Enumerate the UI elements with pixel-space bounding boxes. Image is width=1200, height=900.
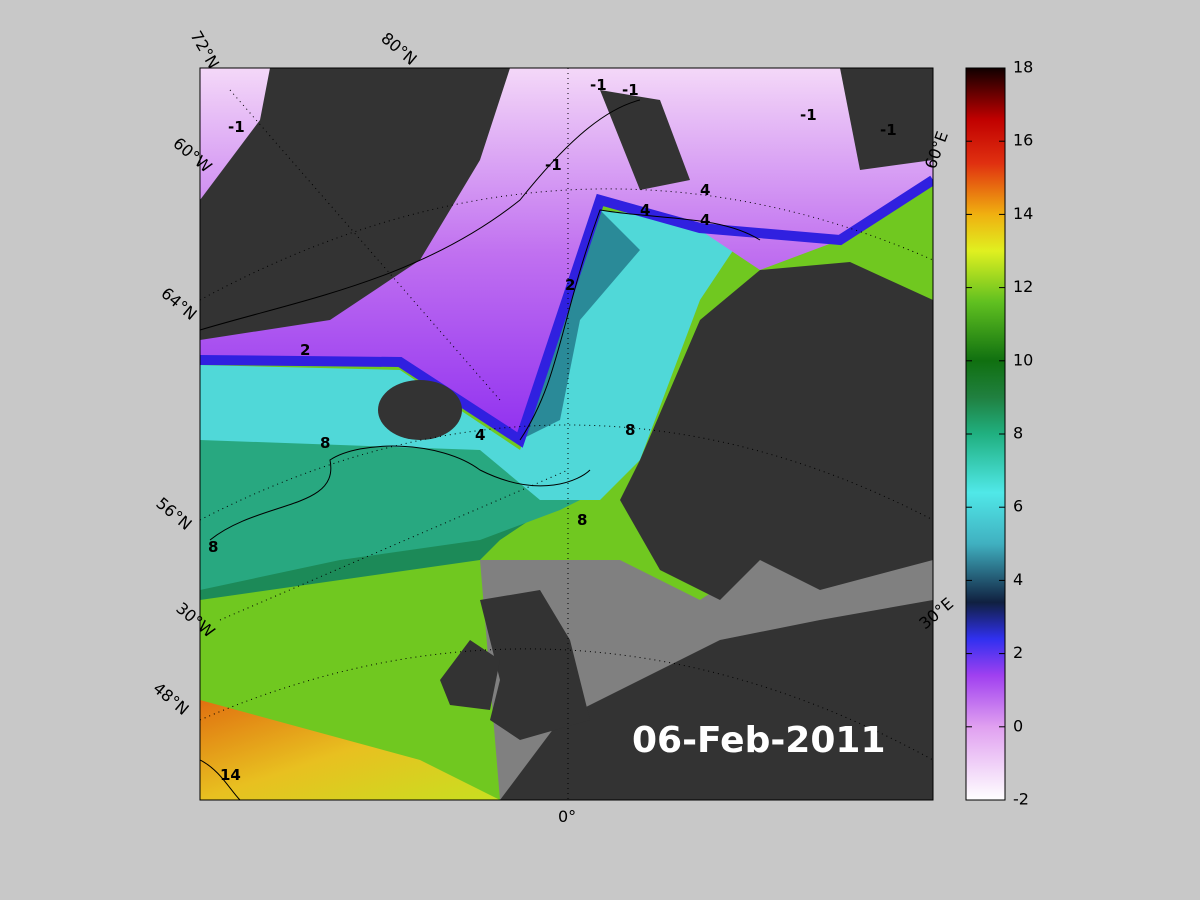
- contour-label: 4: [700, 181, 710, 199]
- parallel: [200, 188, 933, 301]
- contour-line: [200, 99, 641, 331]
- meridian: [219, 469, 569, 621]
- contour-label: -1: [590, 76, 607, 94]
- graticule-label: 80°N: [377, 29, 420, 69]
- contour-label: 4: [700, 211, 710, 229]
- contour-label: -1: [880, 121, 897, 139]
- graticule-label: 64°N: [157, 284, 200, 324]
- colorbar-tick-label: 2: [1013, 643, 1023, 662]
- colorbar-tick-label: -2: [1013, 790, 1029, 809]
- contour-label: 4: [640, 201, 650, 219]
- contour-label: 14: [220, 766, 241, 784]
- land-iceland: [378, 380, 462, 440]
- colorbar-tick-label: 10: [1013, 350, 1033, 369]
- contour-labels: -1 -1 -1 -1 -1 -1 2 2 4 4 4 4 8 8 8 8 14: [208, 76, 897, 784]
- contours: [200, 99, 761, 800]
- map-frame: [199, 67, 934, 801]
- land-svalbard: [600, 90, 690, 190]
- contour-label: -1: [545, 156, 562, 174]
- contour-label: -1: [228, 118, 245, 136]
- ocean-dark-cyan: [520, 210, 640, 440]
- land-greenland: [200, 68, 510, 340]
- graticule: [200, 68, 933, 800]
- ocean-cyan: [200, 210, 750, 500]
- contour-label: 8: [208, 538, 218, 556]
- colorbar-tick-label: 8: [1013, 424, 1023, 443]
- graticule-label: 72°N: [187, 28, 224, 72]
- land-britain: [480, 590, 590, 740]
- land-europe: [500, 600, 933, 800]
- contour-line: [209, 445, 591, 541]
- contour-label: 2: [565, 276, 575, 294]
- graticule-label: 56°N: [152, 494, 195, 534]
- colorbar-tick-label: 14: [1013, 204, 1033, 223]
- graticule-label: 48°N: [149, 679, 192, 719]
- colorbar-tick-label: 12: [1013, 277, 1033, 296]
- date-label: 06-Feb-2011: [632, 720, 886, 761]
- map-area: -1 -1 -1 -1 -1 -1 2 2 4 4 4 4 8 8 8 8 14: [200, 68, 933, 800]
- contour-label: 2: [300, 341, 310, 359]
- contour-label: 8: [577, 511, 587, 529]
- colorbar-tick-label: 0: [1013, 716, 1023, 735]
- land-novaya: [840, 68, 933, 170]
- meridian: [229, 89, 501, 401]
- contour-line: [519, 209, 761, 441]
- contour-label: -1: [800, 106, 817, 124]
- contour-label: -1: [622, 81, 639, 99]
- ocean-teal: [200, 430, 600, 590]
- contour-line: [200, 759, 241, 800]
- colorbar-tick-label: 16: [1013, 131, 1033, 150]
- land-scandinavia: [620, 262, 933, 600]
- colorbar-tick-label: 6: [1013, 497, 1023, 516]
- colorbar-ticks: -2 0 2 4 6 8 10 12 14 16 18: [966, 58, 1033, 809]
- parallel: [200, 424, 933, 521]
- contour-label: 4: [475, 426, 485, 444]
- colorbar-tick-label: 18: [1013, 58, 1033, 77]
- contour-label: 8: [625, 421, 635, 439]
- ice-edge: [200, 175, 933, 448]
- contour-label: 8: [320, 434, 330, 452]
- graticule-label: 0°: [558, 807, 576, 826]
- ocean-warm: [200, 700, 500, 800]
- colorbar-tick-label: 4: [1013, 570, 1023, 589]
- land-ireland: [440, 640, 500, 710]
